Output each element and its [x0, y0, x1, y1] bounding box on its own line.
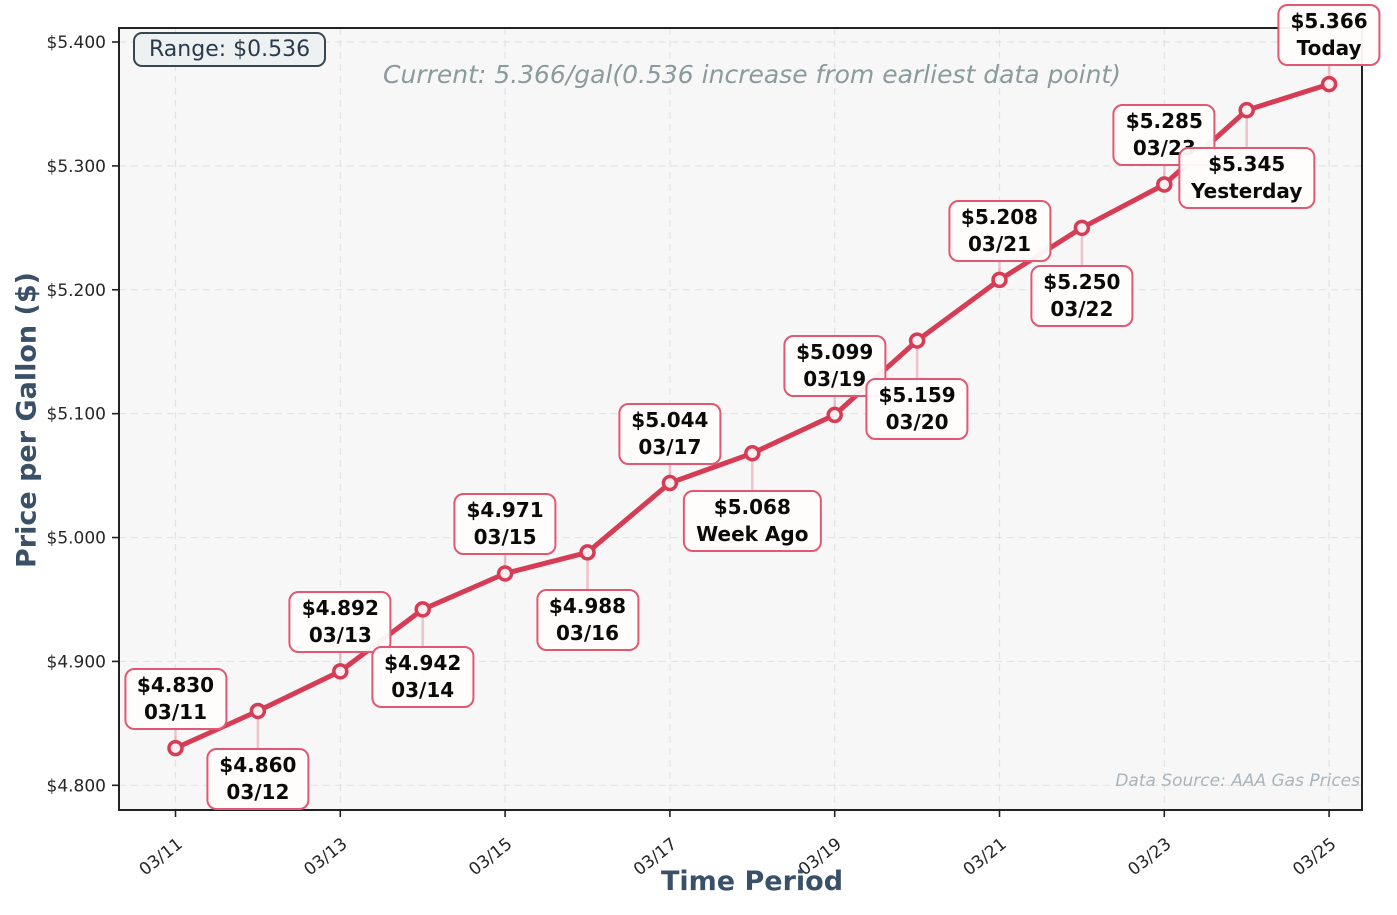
- y-tick-labels: $4.800 $4.900 $5.000 $5.100 $5.200 $5.300 $5.4…: [47, 33, 106, 796]
- data-point-marker: [908, 332, 926, 349]
- data-point-markers: [167, 75, 1338, 757]
- y-tick-label: $5.300: [47, 157, 106, 177]
- data-point-marker: [744, 445, 761, 462]
- data-point-marker: [167, 739, 184, 757]
- data-point-marker: [249, 702, 267, 720]
- x-tick-label: 03/25: [1289, 834, 1340, 880]
- data-point-marker: [496, 565, 514, 582]
- x-tick-label: 03/13: [300, 834, 351, 880]
- data-point-marker: [661, 474, 679, 492]
- tick-marks: [112, 41, 1330, 817]
- x-tick-label: 03/23: [1124, 834, 1175, 880]
- data-point-marker: [991, 271, 1008, 289]
- data-source-note: Data Source: AAA Gas Prices: [1115, 771, 1360, 791]
- y-tick-label: $4.900: [47, 652, 106, 672]
- chart-title: Current: 5.366/gal(0.536 increase from e…: [383, 60, 1121, 89]
- y-tick-label: $4.800: [47, 776, 106, 796]
- x-tick-label: 03/15: [465, 834, 516, 880]
- x-tick-label: 03/21: [960, 834, 1011, 880]
- data-point-marker: [1156, 176, 1173, 193]
- x-axis-title: Time Period: [660, 866, 844, 897]
- data-point-marker: [414, 601, 431, 618]
- data-point-marker: [332, 663, 349, 680]
- y-axis-title: Price per Gallon ($): [11, 272, 43, 568]
- range-badge: Range: $0.536: [133, 32, 327, 67]
- data-point-marker: [1073, 219, 1091, 237]
- axes-border: [118, 27, 1363, 811]
- x-tick-label: 03/11: [136, 834, 187, 880]
- data-point-marker: [1320, 75, 1338, 93]
- y-tick-label: $5.100: [47, 405, 106, 425]
- y-tick-label: $5.000: [47, 529, 106, 549]
- y-tick-label: $5.400: [47, 33, 106, 53]
- data-point-marker: [579, 544, 596, 561]
- data-point-marker: [1238, 101, 1255, 119]
- gridlines: [119, 28, 1362, 810]
- y-tick-label: $5.200: [47, 281, 106, 301]
- plot-area: [119, 28, 1362, 810]
- data-point-marker: [826, 406, 843, 424]
